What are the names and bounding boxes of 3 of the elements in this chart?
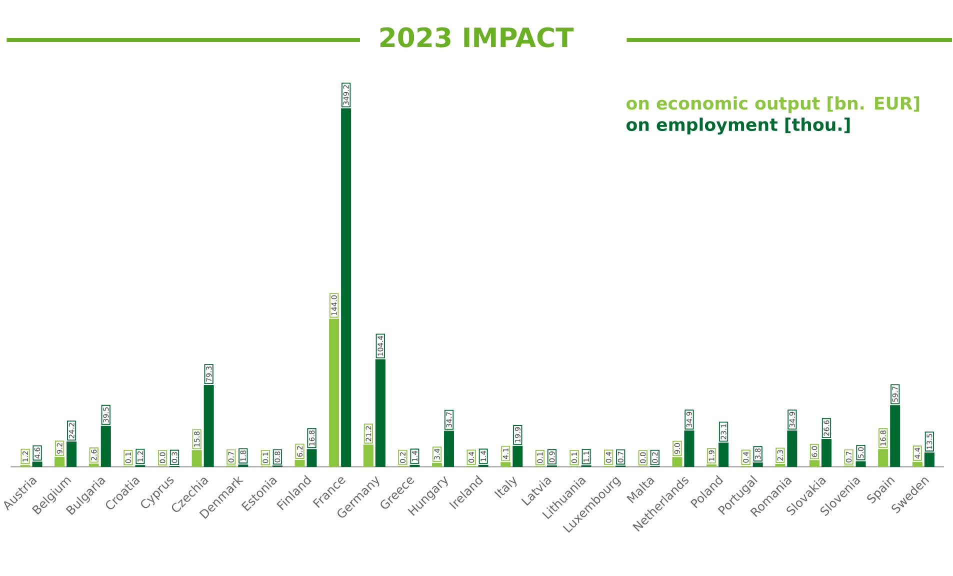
text: on employment [thou.] — [626, 118, 850, 135]
chart-title: 2023 IMPACT — [380, 27, 574, 48]
text: on economic output [bn. EUR] — [626, 96, 920, 114]
